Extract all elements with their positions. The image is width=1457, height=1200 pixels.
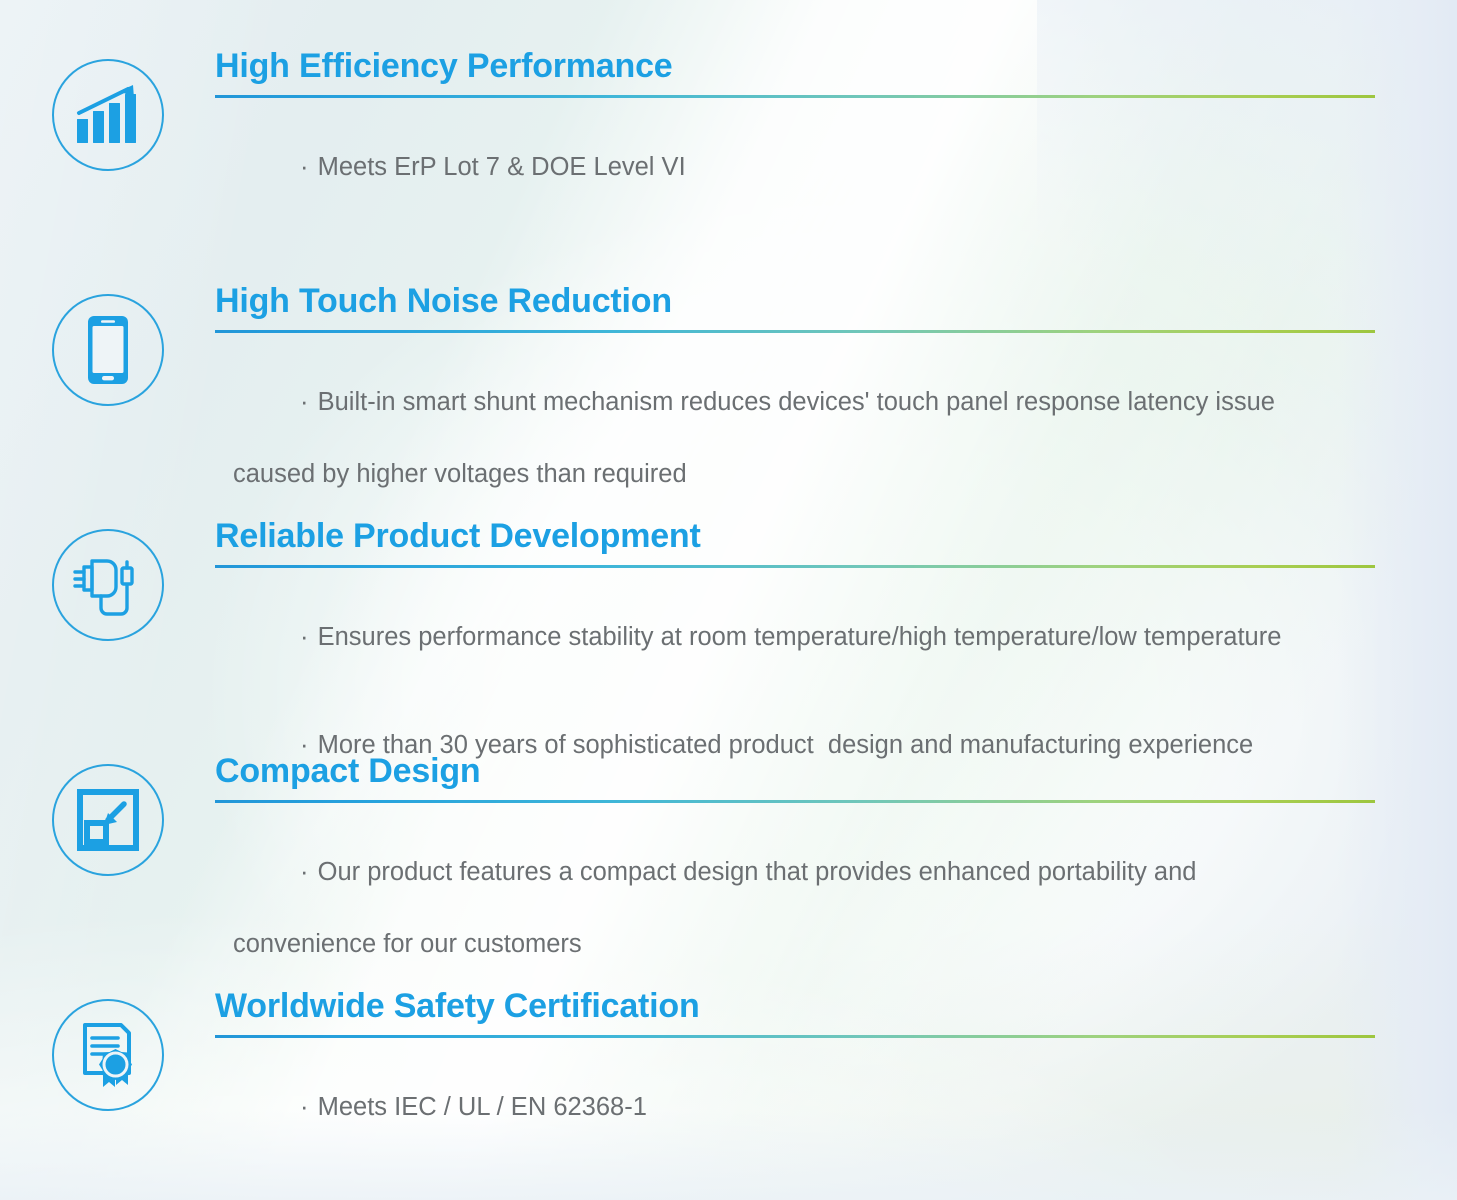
- bullet-marker: ·: [300, 152, 309, 181]
- feature-bullet-line: · Ensures performance stability at room …: [215, 582, 1375, 691]
- feature-divider: [215, 1035, 1375, 1039]
- feature-icon-container: [0, 987, 215, 1111]
- bullet-text: Meets ErP Lot 7 & DOE Level VI: [310, 152, 686, 181]
- feature-body: Worldwide Safety Certification · Meets I…: [215, 987, 1457, 1161]
- background-edge-right: [1337, 0, 1457, 1200]
- feature-item-worldwide-safety-certification: Worldwide Safety Certification · Meets I…: [0, 987, 1457, 1161]
- feature-divider: [215, 330, 1375, 334]
- compact-resize-icon: [51, 764, 164, 876]
- feature-divider: [215, 800, 1375, 804]
- feature-icon-container: [0, 282, 215, 406]
- feature-bullet-line: · Meets IEC / UL / EN 62368-1: [215, 1052, 1375, 1161]
- bullet-text: Ensures performance stability at room te…: [310, 622, 1282, 651]
- bullet-text-continuation: caused by higher voltages than required: [233, 460, 687, 489]
- bullet-marker: ·: [300, 1092, 309, 1121]
- smartphone-icon: [51, 294, 164, 406]
- bullet-text: Our product features a compact design th…: [310, 857, 1197, 886]
- bullet-marker: ·: [300, 622, 309, 651]
- feature-divider: [215, 95, 1375, 99]
- bullet-text-continuation: convenience for our customers: [233, 930, 582, 959]
- bullet-marker: ·: [300, 387, 309, 416]
- feature-title: High Efficiency Performance: [215, 47, 673, 85]
- feature-title: Worldwide Safety Certification: [215, 987, 700, 1025]
- feature-item-high-efficiency-performance: High Efficiency Performance · Meets ErP …: [0, 47, 1457, 221]
- feature-body: High Efficiency Performance · Meets ErP …: [215, 47, 1457, 221]
- certificate-seal-icon: [51, 999, 164, 1111]
- bullet-marker: ·: [300, 857, 309, 886]
- feature-icon-container: [0, 517, 215, 641]
- feature-title: Compact Design: [215, 752, 481, 790]
- bar-chart-growth-icon: [51, 59, 164, 171]
- feature-icon-container: [0, 752, 215, 876]
- bullet-text: Meets IEC / UL / EN 62368-1: [310, 1092, 647, 1121]
- feature-divider: [215, 565, 1375, 569]
- power-adapter-icon: [51, 529, 164, 641]
- feature-description: · Meets ErP Lot 7 & DOE Level VI: [215, 112, 1375, 221]
- feature-title: Reliable Product Development: [215, 517, 701, 555]
- feature-title: High Touch Noise Reduction: [215, 282, 672, 320]
- feature-bullet-line: · Meets ErP Lot 7 & DOE Level VI: [215, 112, 1375, 221]
- background-edge-bottom: [0, 1110, 1457, 1200]
- feature-icon-container: [0, 47, 215, 171]
- bullet-text: Built-in smart shunt mechanism reduces d…: [310, 387, 1275, 416]
- feature-description: · Meets IEC / UL / EN 62368-1: [215, 1052, 1375, 1161]
